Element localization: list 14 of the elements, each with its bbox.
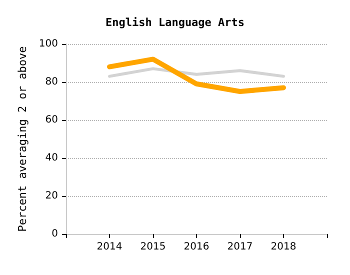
y-tick-label: 0 <box>52 228 58 240</box>
y-tick-label: 20 <box>45 190 58 202</box>
y-tick-label: 40 <box>45 152 58 164</box>
line-series <box>108 67 285 78</box>
y-tick-label: 80 <box>45 76 58 88</box>
x-tick-label: 2015 <box>140 242 166 252</box>
x-tick-label: 2018 <box>270 242 296 252</box>
y-axis-title: Percent averaging 2 or above <box>16 46 30 232</box>
chart-title: English Language Arts <box>105 16 245 29</box>
y-tick-label: 100 <box>38 38 58 50</box>
x-tick-label: 2017 <box>227 242 253 252</box>
x-tick-label: 2016 <box>184 242 210 252</box>
x-tick-label: 2014 <box>96 242 122 252</box>
y-tick-label: 60 <box>45 114 58 126</box>
